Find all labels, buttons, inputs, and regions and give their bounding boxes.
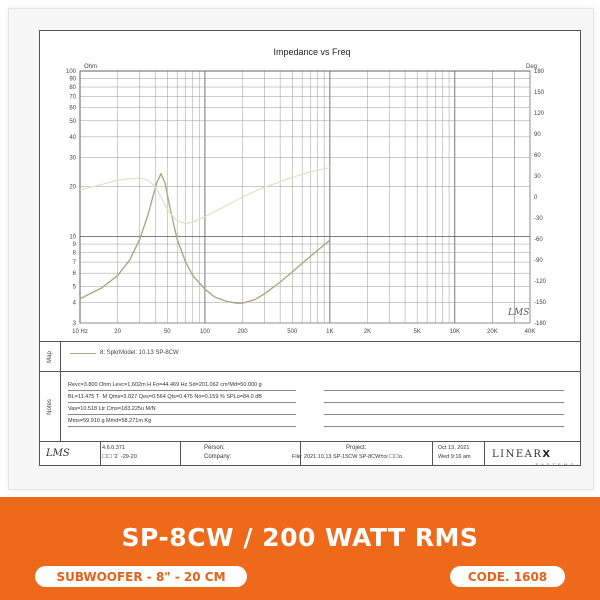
y-left-tick-label: 50	[69, 119, 76, 125]
y-right-tick-label: 120	[534, 111, 545, 117]
x-tick-label: 500	[287, 329, 298, 335]
y-left-tick-label: 30	[69, 156, 76, 162]
note-line-4: Mms=59.910 g Mmd=58.271m Kg	[68, 418, 152, 424]
x-tick-label: 20K	[487, 329, 498, 335]
y-left-tick-label: 4	[73, 300, 77, 306]
left-axis-unit: Ohm	[84, 64, 97, 70]
plot-area	[79, 70, 531, 324]
y-right-tick-label: -120	[534, 279, 547, 285]
legend-swatch	[70, 353, 96, 354]
product-banner: SP-8CW / 200 WATT RMS SUBWOOFER - 8" - 2…	[0, 497, 600, 600]
y-left-tick-label: 5	[73, 284, 77, 290]
phase-curve	[79, 167, 331, 225]
footer-project-cell: Project: File: 2021.10.13 SP-15CW SP-8CW…	[292, 442, 433, 466]
legend-row: Map 8: SpkrModel: 10.13 SP-8CW	[40, 341, 580, 372]
y-left-tick-label: 3	[73, 321, 77, 327]
person-label: Person:	[204, 445, 225, 451]
y-right-tick-label: -90	[534, 258, 543, 264]
report-date: Oct 13, 2021	[438, 445, 470, 451]
y-right-tick-label: -30	[534, 216, 543, 222]
footer-logo-cell: LMS	[40, 442, 101, 466]
footer-row: LMS 4.6.0.371 ☐☐ '2´ -29-20 Person: Comp…	[40, 441, 580, 467]
y-right-tick-label: -150	[534, 300, 547, 306]
y-left-tick-label: 40	[69, 135, 76, 141]
y-right-tick-label: -60	[534, 237, 543, 243]
footer-version-cell: 4.6.0.371 ☐☐ '2´ -29-20	[100, 442, 181, 466]
y-left-tick-label: 6	[73, 271, 77, 277]
x-tick-label: 10K	[449, 329, 460, 335]
spec-card: 10 Hz 20 50 100 200 500 1K 2K 5K 10K 20K 40K 100 90 80…	[8, 8, 594, 490]
x-tick-label: 5K	[414, 329, 421, 335]
legend-entry: 8: SpkrModel: 10.13 SP-8CW	[100, 350, 179, 356]
version-number: 4.6.0.371	[102, 445, 125, 451]
footer-date-cell: Oct 13, 2021 Wed 9:16 am	[432, 442, 485, 466]
right-axis-unit: Deg	[526, 64, 537, 70]
footer-person-cell: Person: Company:	[180, 442, 301, 466]
note-line-1: Revc=3.800 Ohm Levc=1.602m H Fo=44.469 H…	[68, 382, 262, 388]
notes-row: Notes Revc=3.800 Ohm Levc=1.602m H Fo=44…	[40, 371, 580, 442]
y-left-tick-label: 90	[69, 77, 76, 83]
subtitle-pill: SUBWOOFER - 8" - 20 CM	[35, 566, 247, 587]
lms-logo: LMS	[46, 448, 70, 459]
file-name: File: 2021.10.13 SP-15CW SP-8CW±oi ☐☐o.	[292, 454, 404, 460]
note-line-3: Vas=10.518 Ltr Cms=183.225u M/N	[68, 406, 156, 412]
watermark-logo: LMS	[507, 308, 529, 318]
x-tick-label: 40K	[525, 329, 536, 335]
report-time: Wed 9:16 am	[438, 454, 471, 460]
x-tick-label: 10 Hz	[72, 329, 88, 335]
project-label: Project:	[346, 445, 367, 451]
y-left-tick-label: 80	[69, 85, 76, 91]
company-label: Company:	[204, 454, 232, 460]
x-tick-label: 20	[114, 329, 121, 335]
x-tick-label: 100	[200, 329, 211, 335]
impedance-chart: 10 Hz 20 50 100 200 500 1K 2K 5K 10K 20K 40K1009080…	[66, 47, 547, 335]
y-left-tick-label: 100	[66, 69, 77, 75]
y-right-tick-label: 0	[534, 195, 538, 201]
y-left-tick-label: 8	[73, 251, 77, 257]
y-left-tick-label: 9	[73, 242, 77, 248]
y-left-tick-label: 7	[73, 260, 77, 266]
x-tick-label: 50	[164, 329, 171, 335]
y-right-tick-label: 150	[534, 90, 545, 96]
product-title: SP-8CW / 200 WATT RMS	[121, 523, 479, 552]
y-right-tick-label: 30	[534, 174, 541, 180]
product-code-pill: CODE. 1608	[450, 566, 565, 587]
x-tick-label: 1K	[326, 329, 333, 335]
y-right-tick-label: 60	[534, 153, 541, 159]
y-left-tick-label: 10	[69, 234, 76, 240]
map-side-label: Map	[40, 342, 61, 372]
chart-title: Impedance vs Freq	[273, 47, 350, 57]
y-right-tick-label: 90	[534, 132, 541, 138]
y-left-tick-label: 70	[69, 95, 76, 101]
x-tick-label: 200	[238, 329, 249, 335]
notes-side-label: Notes	[40, 372, 61, 442]
measurement-sheet: 10 Hz 20 50 100 200 500 1K 2K 5K 10K 20K 40K 100 90 80…	[39, 30, 581, 467]
y-left-tick-label: 60	[69, 106, 76, 112]
version-date: ☐☐ '2´ -29-20	[102, 454, 137, 460]
note-line-2: BL=11.475 T· M Qms=3.027 Qes=0.564 Qts=0…	[68, 394, 262, 400]
brand-logo: LINEARX S Y S T E M S	[492, 449, 574, 467]
y-right-tick-label: 180	[534, 69, 545, 75]
y-left-tick-label: 20	[69, 185, 76, 191]
y-right-tick-label: -180	[534, 321, 547, 327]
x-tick-label: 2K	[364, 329, 371, 335]
impedance-curve	[79, 172, 331, 304]
